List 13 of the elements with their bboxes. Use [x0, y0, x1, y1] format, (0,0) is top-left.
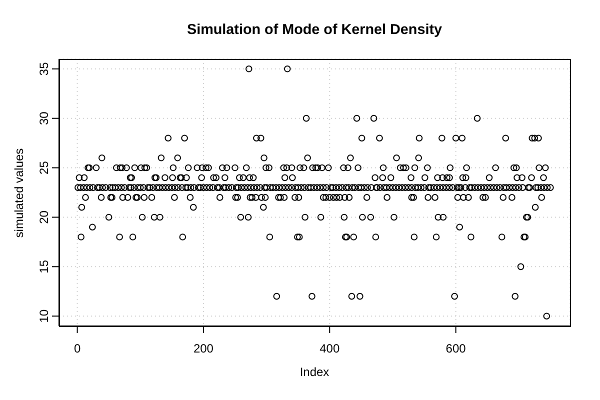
y-tick-label: 15 — [37, 260, 51, 274]
y-tick-label: 10 — [37, 309, 51, 323]
y-tick-label: 20 — [37, 210, 51, 224]
x-axis-title: Index — [298, 365, 330, 379]
chart-title: Simulation of Mode of Kernel Density — [186, 22, 444, 39]
y-tick-label: 30 — [37, 111, 51, 126]
y-tick-label: 25 — [37, 160, 51, 174]
x-tick-label: 200 — [193, 342, 214, 356]
y-axis-title: simulated values — [12, 148, 26, 238]
y-tick-label: 35 — [37, 62, 51, 76]
x-tick-label: 600 — [446, 342, 466, 356]
x-tick-label: 400 — [320, 342, 340, 356]
x-tick-label: 0 — [74, 342, 81, 356]
